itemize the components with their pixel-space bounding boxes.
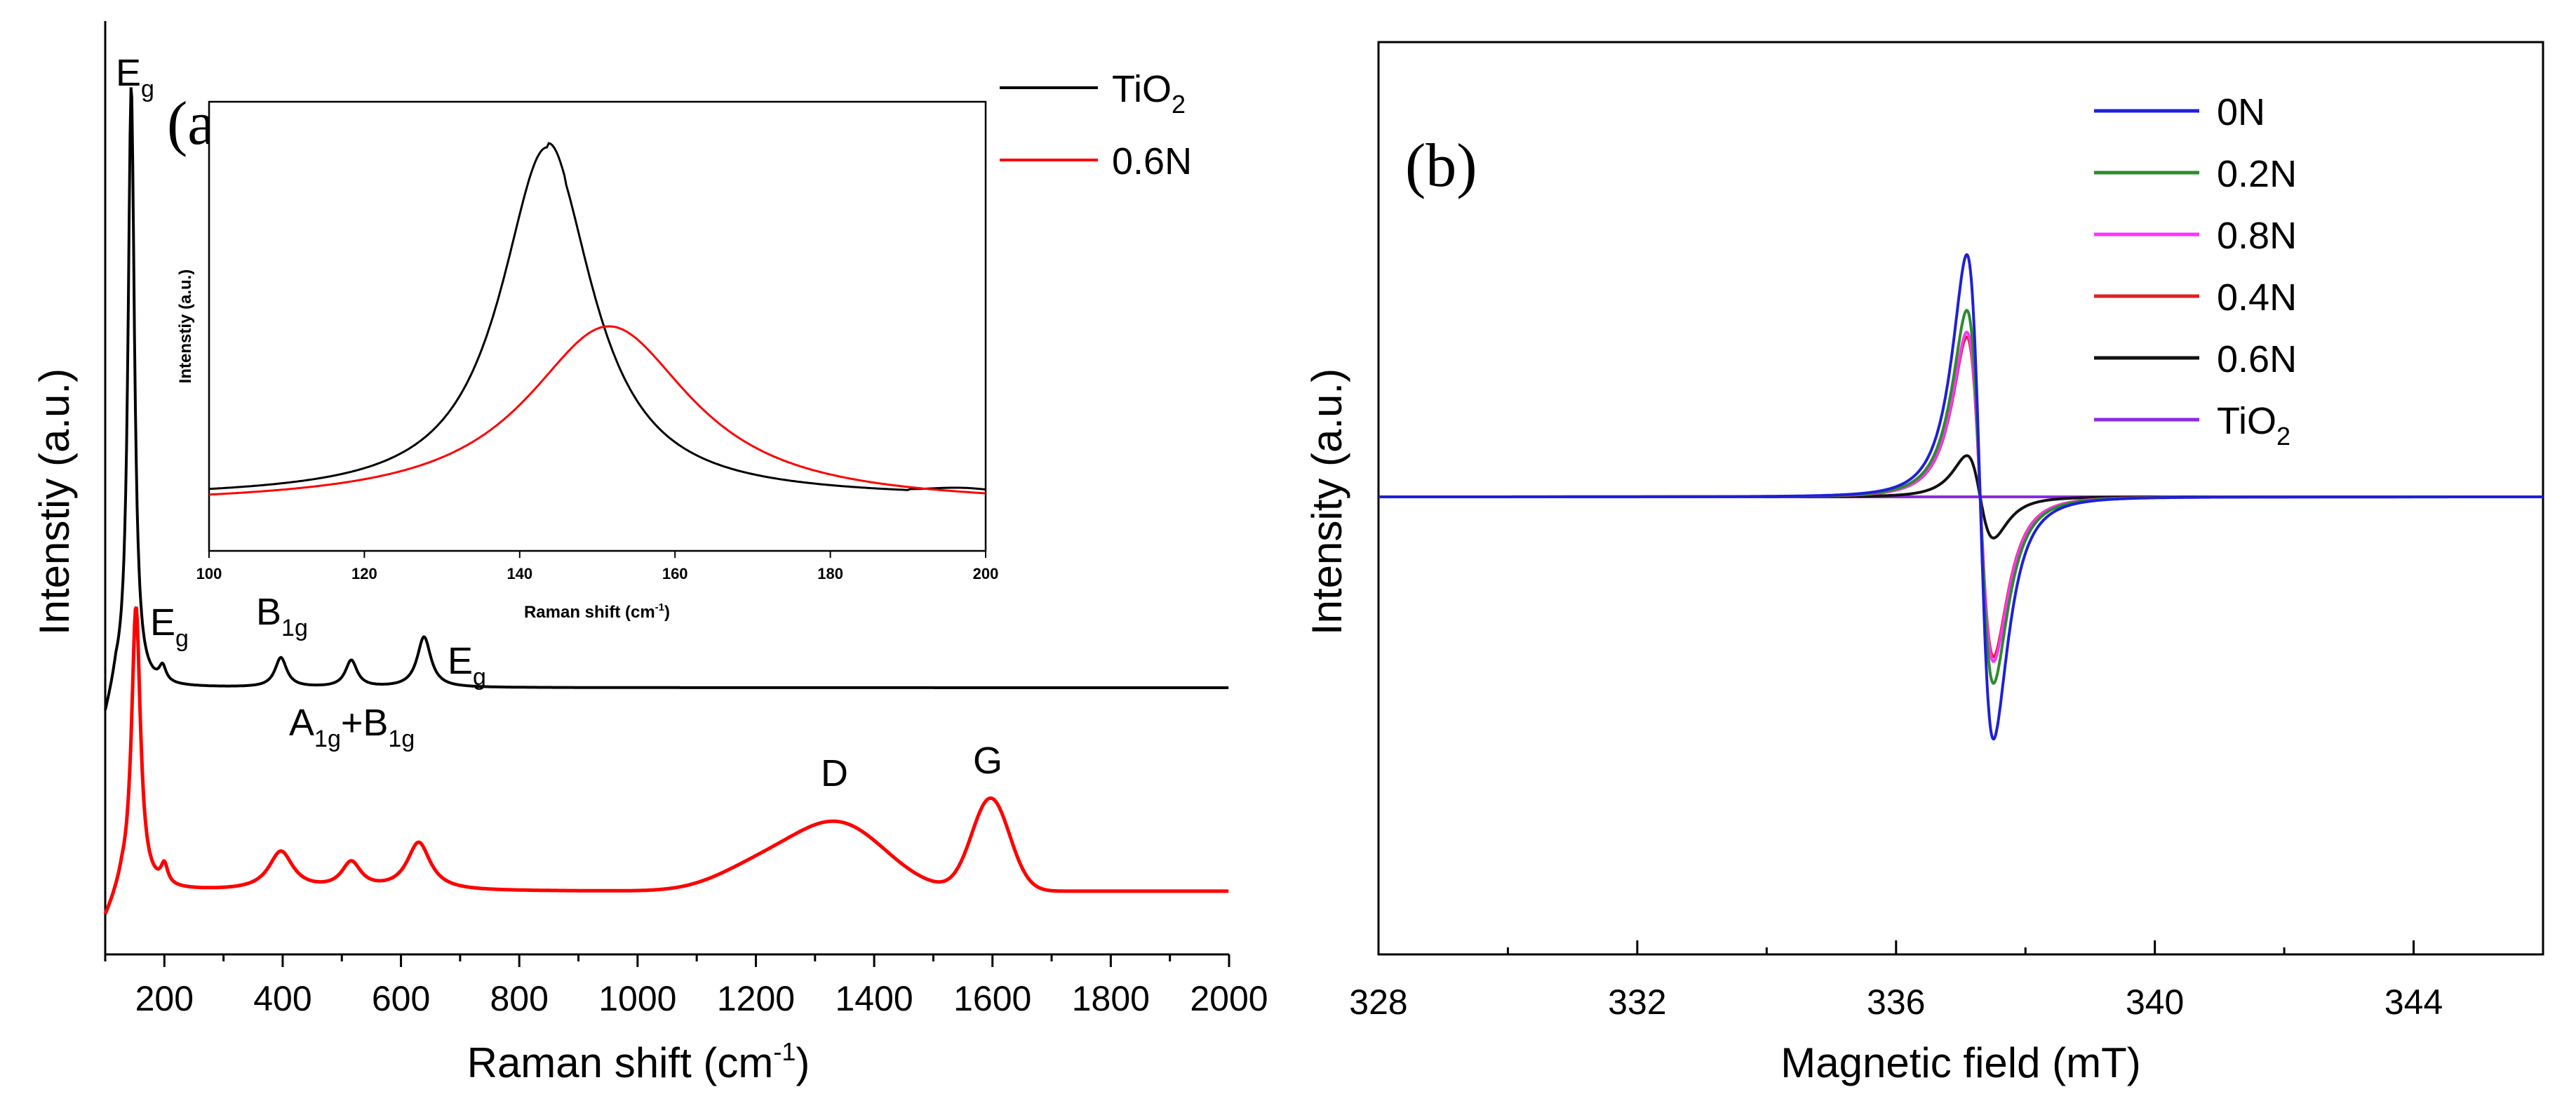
inset-x-ticks: 100 120 140 160 180 200 [196, 551, 999, 582]
chart-b-y-label: Intensity (a.u.) [1303, 368, 1350, 635]
x-tick-label-200: 200 [135, 979, 194, 1018]
inset-chart: 100 120 140 160 180 200 Raman shift (cm-1) In… [176, 100, 999, 622]
legend-label-0-2n: 0.2N [2217, 153, 2297, 195]
chart-b: 328 332 336 340 344 Magnetic field (mT) Inte… [1303, 41, 2544, 1086]
legend-label-tio2-a: TiO2 [1112, 68, 1186, 119]
legend-label-0-6n-a: 0.6N [1112, 140, 1192, 182]
peak-label-eg-639: Eg [448, 640, 486, 691]
legend-label-0n: 0N [2217, 91, 2265, 133]
legend-label-0-6n: 0.6N [2217, 338, 2297, 380]
series-line-0-6n-raman [103, 606, 1229, 915]
inset-y-label: Intenstiy (a.u.) [176, 269, 195, 384]
inset-x-tick-label-180: 180 [817, 565, 843, 582]
x-tick-label-1600: 1600 [953, 979, 1031, 1018]
inset-series-0-6n [208, 325, 986, 496]
b-x-tick-label-336: 336 [1867, 982, 1925, 1022]
b-x-tick-label-340: 340 [2126, 982, 2184, 1022]
chart-b-x-ticks: 328 332 336 340 344 [1349, 940, 2544, 1022]
x-tick-label-2000: 2000 [1190, 979, 1268, 1018]
legend-label-0-8n: 0.8N [2217, 215, 2297, 257]
chart-a-x-ticks: 200 400 600 800 1000 1200 1400 1600 1800 2000 [104, 954, 1268, 1018]
x-tick-label-400: 400 [253, 979, 311, 1018]
peak-label-eg-197: Eg [150, 601, 189, 652]
legend-label-0-4n: 0.4N [2217, 276, 2297, 319]
x-tick-label-1800: 1800 [1072, 979, 1150, 1018]
peak-label-a1g-b1g: A1g+B1g [289, 702, 415, 752]
inset-series-tio2 [208, 142, 986, 491]
panel-label-b: (b) [1405, 132, 1477, 200]
peak-label-b1g: B1g [256, 591, 308, 641]
x-tick-label-1200: 1200 [717, 979, 795, 1018]
chart-a-y-label: Intenstiy (a.u.) [31, 368, 78, 635]
x-tick-label-800: 800 [490, 979, 548, 1018]
series-line-0n-epr [1378, 253, 2543, 741]
x-tick-label-1000: 1000 [598, 979, 676, 1018]
inset-x-tick-label-160: 160 [662, 565, 688, 582]
chart-b-series [1378, 253, 2543, 741]
inset-x-tick-label-140: 140 [507, 565, 532, 582]
chart-a: 200 400 600 800 1000 1200 1400 1600 1800 2000 Ram… [31, 21, 1268, 1086]
x-tick-label-600: 600 [372, 979, 430, 1018]
legend-label-tio2: TiO2 [2217, 400, 2290, 451]
inset-x-tick-label-120: 120 [351, 565, 377, 582]
b-x-tick-label-344: 344 [2384, 982, 2443, 1022]
x-tick-label-1400: 1400 [835, 979, 913, 1018]
inset-x-tick-label-100: 100 [196, 565, 222, 582]
b-x-tick-label-328: 328 [1349, 982, 1407, 1022]
chart-a-x-label: Raman shift (cm-1) [467, 1037, 810, 1086]
peak-label-eg-144: Eg [116, 52, 154, 102]
inset-frame [208, 100, 987, 552]
chart-b-x-label: Magnetic field (mT) [1780, 1039, 2140, 1086]
b-x-tick-label-332: 332 [1608, 982, 1666, 1022]
peak-label-d: D [821, 752, 848, 794]
chart-b-legend: 0N 0.2N 0.8N 0.4N 0.6N TiO2 [2094, 91, 2297, 451]
series-line-tio2-raman [104, 87, 1229, 711]
inset-x-tick-label-200: 200 [973, 565, 999, 582]
chart-a-legend: TiO2 0.6N [1000, 68, 1192, 182]
peak-label-g: G [973, 740, 1002, 782]
inset-x-label: Raman shift (cm-1) [524, 601, 670, 622]
